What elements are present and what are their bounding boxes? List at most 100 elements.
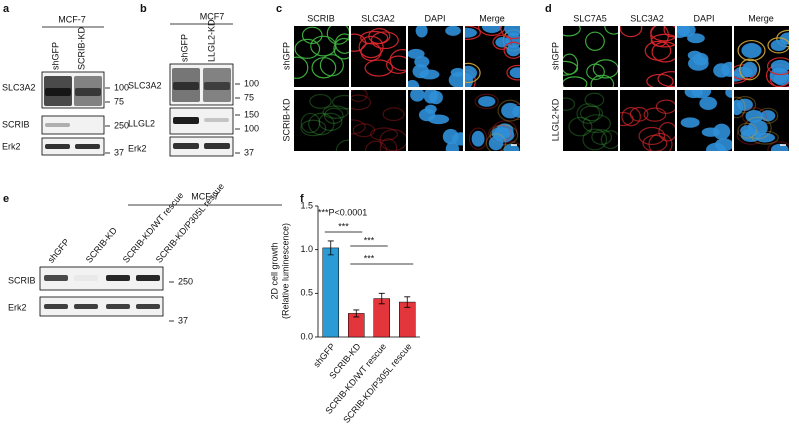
membrane [590,74,615,87]
band [106,304,130,309]
membrane [379,138,398,151]
band [45,144,70,149]
membrane [335,139,349,151]
nucleus [410,90,425,102]
membrane [767,37,789,54]
micrograph-content [465,26,520,87]
micrograph [563,90,618,151]
row-label: Erk2 [2,141,21,151]
nucleus [713,123,731,140]
row-label: shGFP [281,42,291,70]
band [204,118,229,122]
nucleus [445,26,461,36]
micrograph [734,26,789,87]
nucleus [465,27,477,38]
marker-label: 37 [178,315,188,325]
nucleus [691,90,712,99]
marker-label: 250 [114,120,129,130]
membrane [651,41,675,63]
panel-label: b [140,3,147,15]
column-label: SLC3A2 [361,13,395,23]
error-bar [378,292,385,305]
membrane [500,141,520,151]
row-label: Erk2 [128,143,147,153]
micrograph-content [677,26,732,78]
nucleus [418,108,436,122]
nucleus [770,143,789,151]
membrane [370,127,399,141]
blot [169,136,234,157]
row-label: Erk2 [8,302,27,312]
membrane [604,26,618,35]
error-bar [327,240,334,256]
membrane [767,57,789,76]
marker-label: 75 [244,92,254,102]
nucleus [481,26,503,34]
nucleus [740,125,755,137]
membrane [643,107,667,122]
micrograph [734,90,789,151]
row-label: SLC3A2 [128,80,162,90]
band [44,304,68,309]
nucleus [725,90,732,98]
membrane [364,140,388,151]
membrane [739,58,761,81]
band [173,117,199,124]
micrograph-content [408,26,463,87]
band [173,143,199,149]
membrane [382,107,405,122]
marker-label: 150 [244,109,259,119]
annotation: ***P<0.0001 [318,207,367,217]
nucleus [509,67,520,79]
membrane [638,126,666,146]
membrane [737,122,758,139]
membrane [621,107,641,127]
significance-label: *** [364,253,375,263]
column-label: DAPI [424,13,445,23]
band [74,304,98,309]
membrane [734,96,746,119]
nucleus [721,61,732,77]
membrane [310,35,337,57]
micrograph-bg [294,90,349,151]
x-tick-label: shGFP [311,341,337,369]
row-label: SCRIB [8,275,36,285]
marker-label: 250 [178,276,193,286]
micrograph-content [468,93,520,151]
row-label: LLGL2-KD [550,98,560,141]
nucleus [506,44,520,57]
band [204,82,230,90]
micrograph [351,26,406,87]
membrane [318,112,343,131]
micrograph [408,90,463,151]
nucleus [760,110,776,122]
membrane [563,60,579,76]
nucleus [423,90,438,104]
nucleus [742,61,758,78]
membrane [351,94,371,111]
nucleus [680,117,700,128]
nucleus [687,33,705,44]
membrane [465,26,481,40]
membrane [563,26,581,37]
micrograph [677,90,732,151]
membrane [370,31,399,50]
membrane [737,39,766,62]
membrane [301,26,323,45]
nucleus [408,48,425,59]
membrane [379,129,406,151]
membrane [326,26,349,45]
micrograph-bg [563,90,618,151]
nucleus [745,109,764,123]
nucleus [471,130,485,147]
error-bar [353,309,360,318]
band [44,275,68,281]
nucleus [770,39,787,52]
micrograph [294,26,349,87]
band [136,304,160,309]
nucleus [503,143,520,151]
membrane [294,38,321,59]
panel-label: d [545,3,552,15]
membrane [308,112,335,136]
membrane [585,31,605,52]
